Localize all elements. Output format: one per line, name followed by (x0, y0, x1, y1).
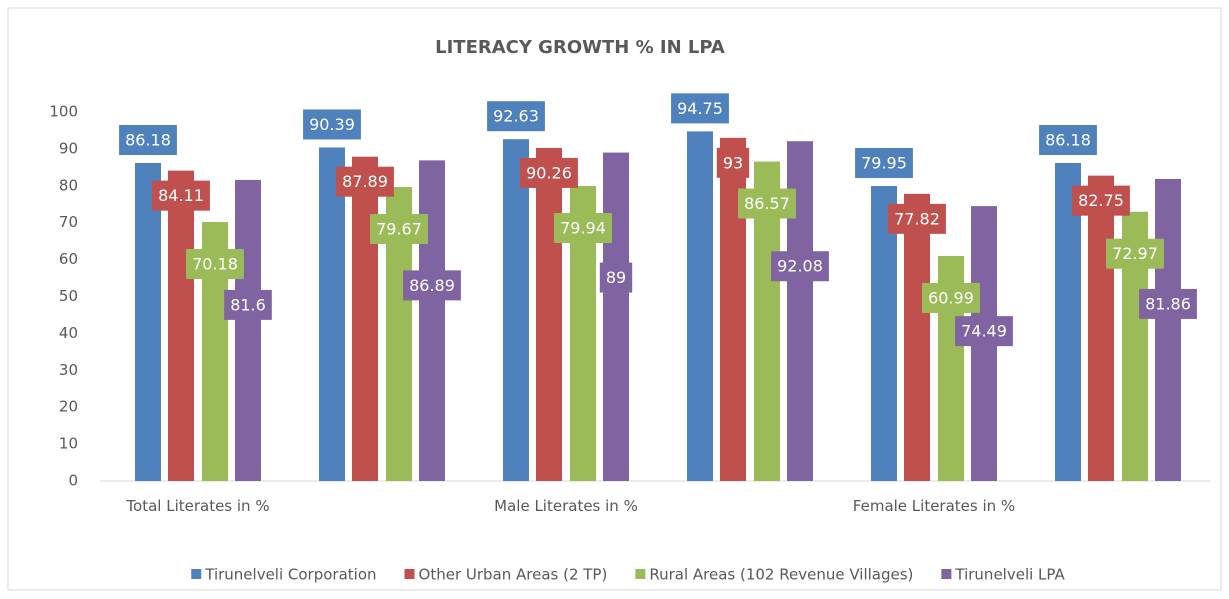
y-tick-label: 60 (59, 250, 78, 268)
data-label: 92.63 (493, 107, 539, 126)
bar (1155, 178, 1181, 482)
data-label: 79.95 (861, 153, 907, 172)
y-tick-label: 10 (59, 435, 78, 453)
data-label-box (119, 124, 177, 155)
data-label-box (520, 157, 578, 188)
data-label-box (671, 93, 729, 124)
data-label-box (888, 203, 946, 234)
bar (1088, 175, 1114, 481)
data-label: 72.97 (1112, 244, 1158, 263)
data-label-box (1106, 238, 1164, 269)
y-tick-label: 70 (59, 213, 78, 231)
data-label: 87.89 (342, 172, 388, 191)
data-label: 86.18 (1045, 130, 1091, 149)
data-label-box (554, 213, 612, 244)
data-label: 81.6 (230, 295, 266, 314)
bar (871, 185, 897, 481)
legend-label: Tirunelveli Corporation (204, 566, 376, 584)
data-label: 93 (723, 153, 743, 172)
y-tick-label: 100 (49, 103, 78, 121)
data-label-box (1139, 288, 1197, 319)
bar (503, 139, 529, 481)
data-label-box (186, 249, 244, 280)
legend-label: Rural Areas (102 Revenue Villages) (649, 566, 913, 584)
bar (135, 162, 161, 482)
data-label: 79.94 (560, 219, 606, 238)
data-label: 82.75 (1078, 191, 1124, 210)
bar (536, 147, 562, 481)
y-tick-label: 80 (59, 176, 78, 194)
data-label-box (1072, 185, 1130, 216)
data-label: 79.67 (376, 220, 422, 239)
data-label: 90.26 (526, 163, 572, 182)
y-tick-label: 40 (59, 324, 78, 342)
bar (1055, 162, 1081, 482)
legend-swatch (941, 569, 952, 579)
bar (419, 160, 445, 481)
data-label: 81.86 (1145, 294, 1191, 313)
data-label: 70.18 (192, 255, 238, 274)
data-label-box (303, 109, 361, 140)
data-label: 60.99 (928, 288, 974, 307)
bar (168, 170, 194, 481)
bar (904, 193, 930, 482)
chart-title: LITERACY GROWTH % IN LPA (435, 37, 725, 58)
legend-swatch (191, 569, 202, 579)
legend-swatch (635, 569, 646, 579)
data-label-box (487, 101, 545, 132)
data-label: 89 (606, 268, 626, 287)
legend-label: Tirunelveli LPA (954, 566, 1065, 584)
data-label: 77.82 (894, 209, 940, 228)
bar (687, 131, 713, 481)
data-label: 86.18 (125, 130, 171, 149)
data-label-box (152, 180, 210, 211)
data-label: 74.49 (961, 322, 1007, 341)
data-label-box (738, 188, 796, 219)
x-tick-label: Female Literates in % (852, 497, 1016, 515)
data-label-box (224, 289, 272, 320)
data-label: 86.57 (744, 194, 790, 213)
y-tick-label: 30 (59, 361, 78, 379)
bar (352, 156, 378, 481)
data-label: 94.75 (677, 99, 723, 118)
data-label: 86.89 (409, 276, 455, 295)
data-label-box (855, 147, 913, 178)
data-label-box (716, 147, 750, 178)
data-label-box (771, 251, 829, 282)
data-label-box (1039, 124, 1097, 155)
data-label-box (370, 214, 428, 245)
data-label-box (922, 282, 980, 313)
bar (235, 179, 261, 481)
bar (319, 147, 345, 481)
data-label-box (955, 316, 1013, 347)
y-tick-label: 0 (68, 472, 78, 490)
data-label-box (336, 166, 394, 197)
data-label: 92.08 (777, 257, 823, 276)
legend-label: Other Urban Areas (2 TP) (419, 566, 608, 584)
data-label-box (599, 262, 633, 293)
y-tick-label: 90 (59, 139, 78, 157)
x-tick-label: Male Literates in % (494, 497, 638, 515)
data-label: 90.39 (309, 115, 355, 134)
bar (603, 152, 629, 481)
y-tick-label: 20 (59, 398, 78, 416)
data-label-box (403, 270, 461, 301)
data-label: 84.11 (158, 186, 204, 205)
legend-swatch (404, 569, 415, 579)
y-tick-label: 50 (59, 287, 78, 305)
x-tick-label: Total Literates in % (126, 497, 270, 515)
